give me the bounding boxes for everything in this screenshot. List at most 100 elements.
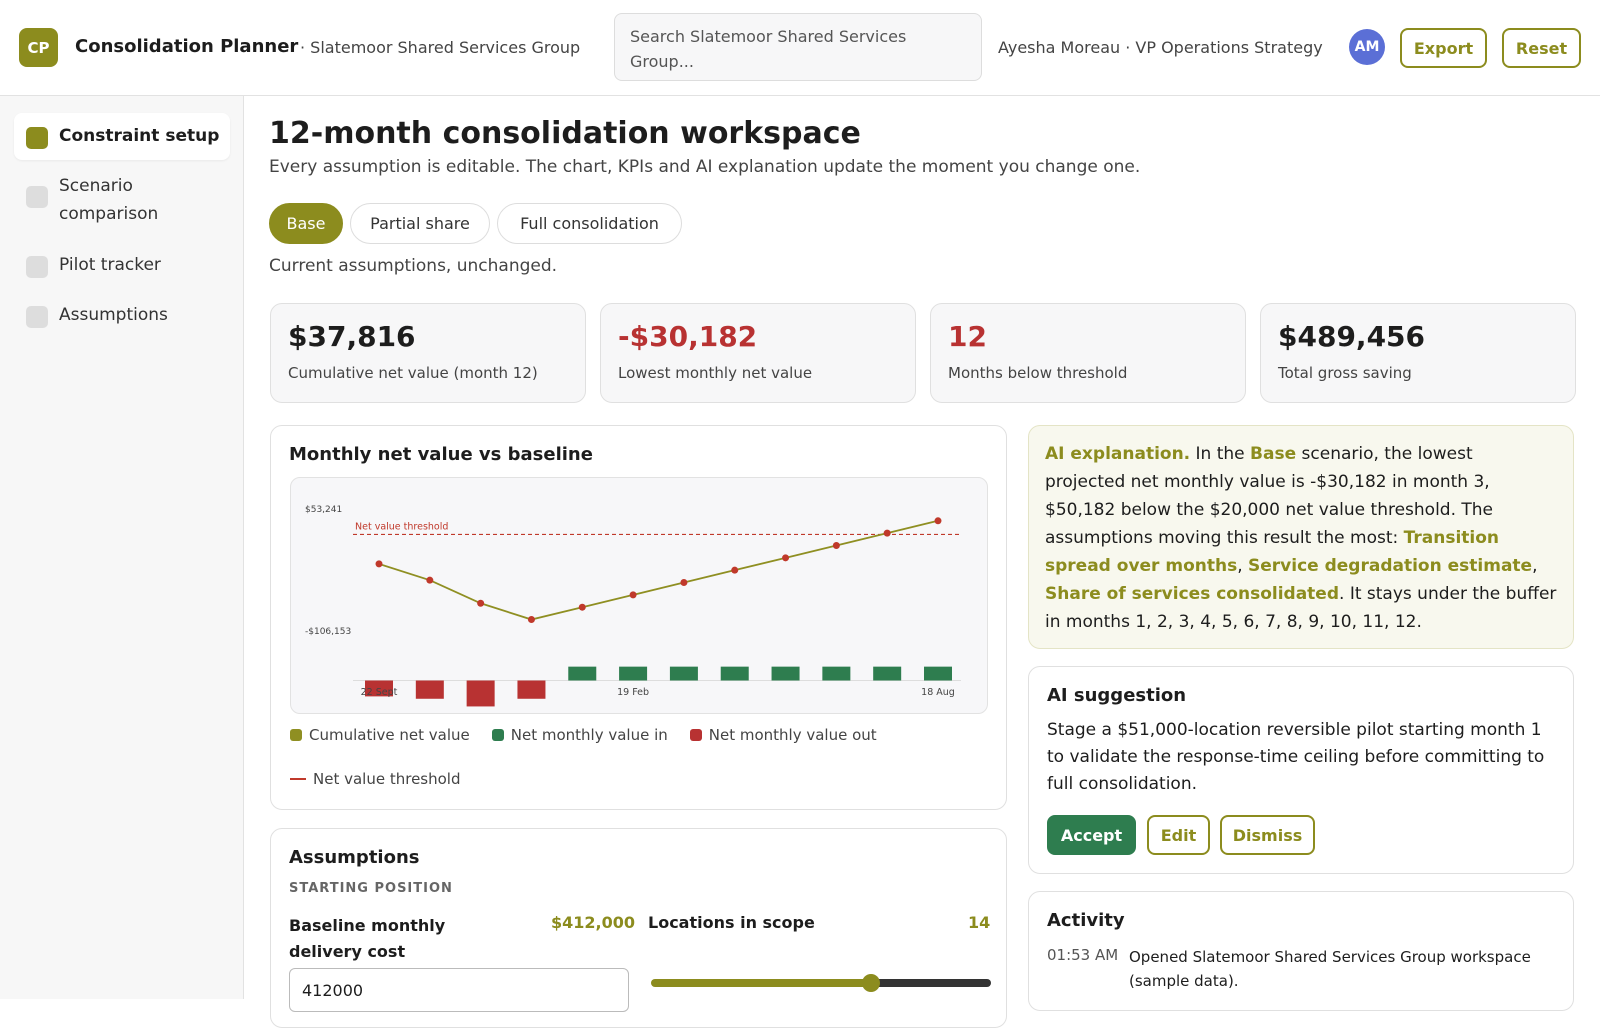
- legend-item: Cumulative net value: [290, 726, 470, 744]
- point: [375, 560, 383, 568]
- header: CP Consolidation Planner · Slatemoor Sha…: [0, 0, 1600, 96]
- bar: [822, 666, 851, 681]
- kpi-label: Total gross saving: [1278, 364, 1412, 382]
- point: [832, 541, 840, 549]
- bar: [720, 666, 749, 681]
- point: [629, 591, 637, 599]
- kpi-value: $489,456: [1278, 320, 1426, 353]
- nav-icon: [26, 127, 48, 149]
- kpi-card: $37,816 Cumulative net value (month 12): [270, 303, 586, 403]
- tab-note: Current assumptions, unchanged.: [269, 256, 558, 276]
- app-name: Consolidation Planner: [75, 36, 299, 57]
- reset-button[interactable]: Reset: [1502, 28, 1581, 68]
- slider-track[interactable]: [651, 979, 991, 987]
- nav-item[interactable]: Pilot tracker: [14, 251, 230, 279]
- ai-explanation: AI explanation. In the Base scenario, th…: [1028, 425, 1574, 649]
- nav-item[interactable]: Assumptions: [14, 301, 230, 329]
- nav-icon: [26, 306, 48, 328]
- page-subtitle: Every assumption is editable. The chart,…: [269, 157, 1141, 177]
- point: [426, 576, 434, 584]
- point: [934, 517, 942, 525]
- bar: [568, 666, 597, 681]
- scenario-tab[interactable]: Base: [269, 203, 343, 244]
- highlight: AI explanation.: [1045, 444, 1191, 464]
- logo: CP: [19, 28, 58, 67]
- scenario-tab[interactable]: Partial share: [350, 203, 490, 244]
- export-button[interactable]: Export: [1400, 28, 1487, 68]
- point: [782, 554, 790, 562]
- nav-label: Constraint setup: [59, 126, 220, 146]
- org-name: · Slatemoor Shared Services Group: [300, 38, 581, 57]
- bar: [365, 680, 393, 697]
- field-value: $412,000: [551, 913, 636, 932]
- card-title: Activity: [1047, 910, 1125, 931]
- y-tick-label: $53,241: [305, 505, 342, 515]
- point: [883, 529, 891, 537]
- threshold-label: Net value threshold: [355, 521, 448, 532]
- kpi-label: Months below threshold: [948, 364, 1128, 382]
- nav-icon: [26, 186, 48, 208]
- x-tick-label: 19 Feb: [617, 687, 649, 698]
- ai-suggestion-card: AI suggestion Stage a $51,000-location r…: [1028, 666, 1574, 874]
- legend-swatch: [491, 729, 504, 741]
- scenario-tab[interactable]: Full consolidation: [497, 203, 682, 244]
- legend-item: Net value threshold: [290, 770, 460, 788]
- point: [578, 603, 586, 611]
- suggestion-text: Stage a $51,000-location reversible pilo…: [1047, 720, 1545, 794]
- kpi-value: -$30,182: [618, 320, 758, 353]
- highlight: Base: [1250, 444, 1297, 464]
- legend-item: Net monthly value out: [689, 726, 877, 744]
- legend-label: Cumulative net value: [309, 726, 470, 744]
- legend-swatch: [689, 729, 702, 741]
- text: In the: [1190, 444, 1251, 464]
- legend-swatch: [290, 729, 302, 741]
- card-title: Assumptions: [289, 847, 420, 868]
- text-input[interactable]: 412000: [289, 968, 629, 1012]
- nav-label: Pilot tracker: [59, 255, 161, 275]
- legend-label: Net value threshold: [313, 770, 461, 788]
- kpi-value: 12: [948, 320, 987, 353]
- bar: [619, 666, 648, 681]
- text: ,: [1237, 556, 1249, 576]
- kpi-card: $489,456 Total gross saving: [1260, 303, 1576, 403]
- highlight: Transition spread over months: [1045, 528, 1500, 576]
- point: [731, 566, 739, 574]
- text: . It stays under the buffer in months 1,…: [1045, 584, 1557, 632]
- search-box[interactable]: Search Slatemoor Shared Services Group..…: [614, 13, 982, 81]
- legend-label: Net monthly value in: [510, 726, 668, 744]
- accept-button[interactable]: Accept: [1047, 815, 1136, 855]
- chart-frame: $53,241 -$106,153 Net value threshold 22 Se…: [290, 477, 988, 714]
- highlight: Share of services consolidated: [1045, 584, 1340, 604]
- line: [378, 519, 939, 621]
- section-label: STARTING POSITION: [289, 881, 453, 896]
- edit-button[interactable]: Edit: [1147, 815, 1210, 855]
- bar: [517, 680, 546, 699]
- kpi-card: -$30,182 Lowest monthly net value: [600, 303, 916, 403]
- page-title: 12-month consolidation workspace: [269, 116, 861, 151]
- sidebar: Constraint setup Scenario comparison Pil…: [0, 96, 244, 999]
- bar: [466, 680, 495, 707]
- bar: [669, 666, 698, 681]
- bar: [415, 680, 444, 699]
- nav-item[interactable]: Scenario comparison: [14, 172, 204, 228]
- field-label: Baseline monthly delivery cost: [289, 916, 446, 961]
- nav-label: Scenario comparison: [59, 176, 159, 224]
- chart-title: Monthly net value vs baseline: [289, 444, 593, 465]
- user-name: Ayesha Moreau · VP Operations Strategy: [998, 38, 1323, 57]
- kpi-label: Cumulative net value (month 12): [288, 364, 538, 382]
- chart: $53,241 -$106,153 Net value threshold 22 Se…: [305, 505, 961, 707]
- nav-label: Assumptions: [59, 305, 168, 325]
- activity-card: Activity 01:53 AM Opened Slatemoor Share…: [1028, 891, 1574, 1011]
- legend-item: Net monthly value in: [491, 726, 668, 744]
- legend: Cumulative net value Net monthly value i…: [290, 726, 877, 744]
- nav-item[interactable]: Constraint setup: [14, 113, 230, 160]
- card-title: AI suggestion: [1047, 685, 1187, 706]
- x-tick-label: 22 Sept: [361, 687, 398, 698]
- bar: [873, 666, 902, 681]
- slider-thumb[interactable]: [862, 974, 880, 992]
- dismiss-button[interactable]: Dismiss: [1220, 815, 1315, 855]
- field-value: 14: [968, 913, 991, 932]
- activity-text: Opened Slatemoor Shared Services Group w…: [1129, 948, 1531, 990]
- avatar[interactable]: AM: [1349, 29, 1385, 65]
